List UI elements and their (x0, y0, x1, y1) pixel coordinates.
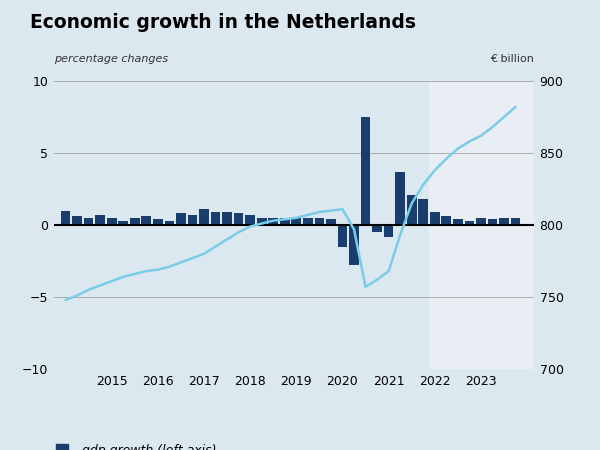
Bar (314, 218, 324, 225)
Bar (395, 172, 405, 225)
Bar (453, 219, 463, 225)
Bar (95, 215, 105, 225)
Bar (245, 215, 255, 225)
Bar (61, 211, 70, 225)
Bar (222, 212, 232, 225)
Bar (476, 218, 486, 225)
Text: percentage changes: percentage changes (54, 54, 168, 64)
Bar (429, 81, 534, 369)
Bar (418, 199, 428, 225)
Bar (361, 117, 370, 225)
Bar (142, 216, 151, 225)
Bar (407, 195, 416, 225)
Bar (153, 219, 163, 225)
Bar (199, 209, 209, 225)
Text: Economic growth in the Netherlands: Economic growth in the Netherlands (30, 14, 416, 32)
Bar (292, 218, 301, 225)
Bar (234, 213, 244, 225)
Bar (430, 212, 440, 225)
Bar (84, 218, 94, 225)
Bar (464, 220, 474, 225)
Bar (511, 218, 520, 225)
Bar (384, 225, 394, 237)
Legend:   gdp growth (left axis),   gdp volume (prices 2020, right axis): gdp growth (left axis), gdp volume (pric… (50, 439, 315, 450)
Bar (499, 218, 509, 225)
Bar (257, 218, 266, 225)
Bar (338, 225, 347, 247)
Bar (326, 219, 336, 225)
Bar (442, 216, 451, 225)
Bar (107, 218, 116, 225)
Bar (372, 225, 382, 232)
Bar (211, 212, 220, 225)
Bar (188, 215, 197, 225)
Bar (176, 213, 186, 225)
Bar (130, 218, 140, 225)
Bar (488, 219, 497, 225)
Bar (72, 216, 82, 225)
Bar (303, 218, 313, 225)
Bar (268, 218, 278, 225)
Text: € billion: € billion (490, 54, 534, 64)
Bar (118, 220, 128, 225)
Bar (164, 220, 174, 225)
Bar (280, 218, 290, 225)
Bar (349, 225, 359, 266)
